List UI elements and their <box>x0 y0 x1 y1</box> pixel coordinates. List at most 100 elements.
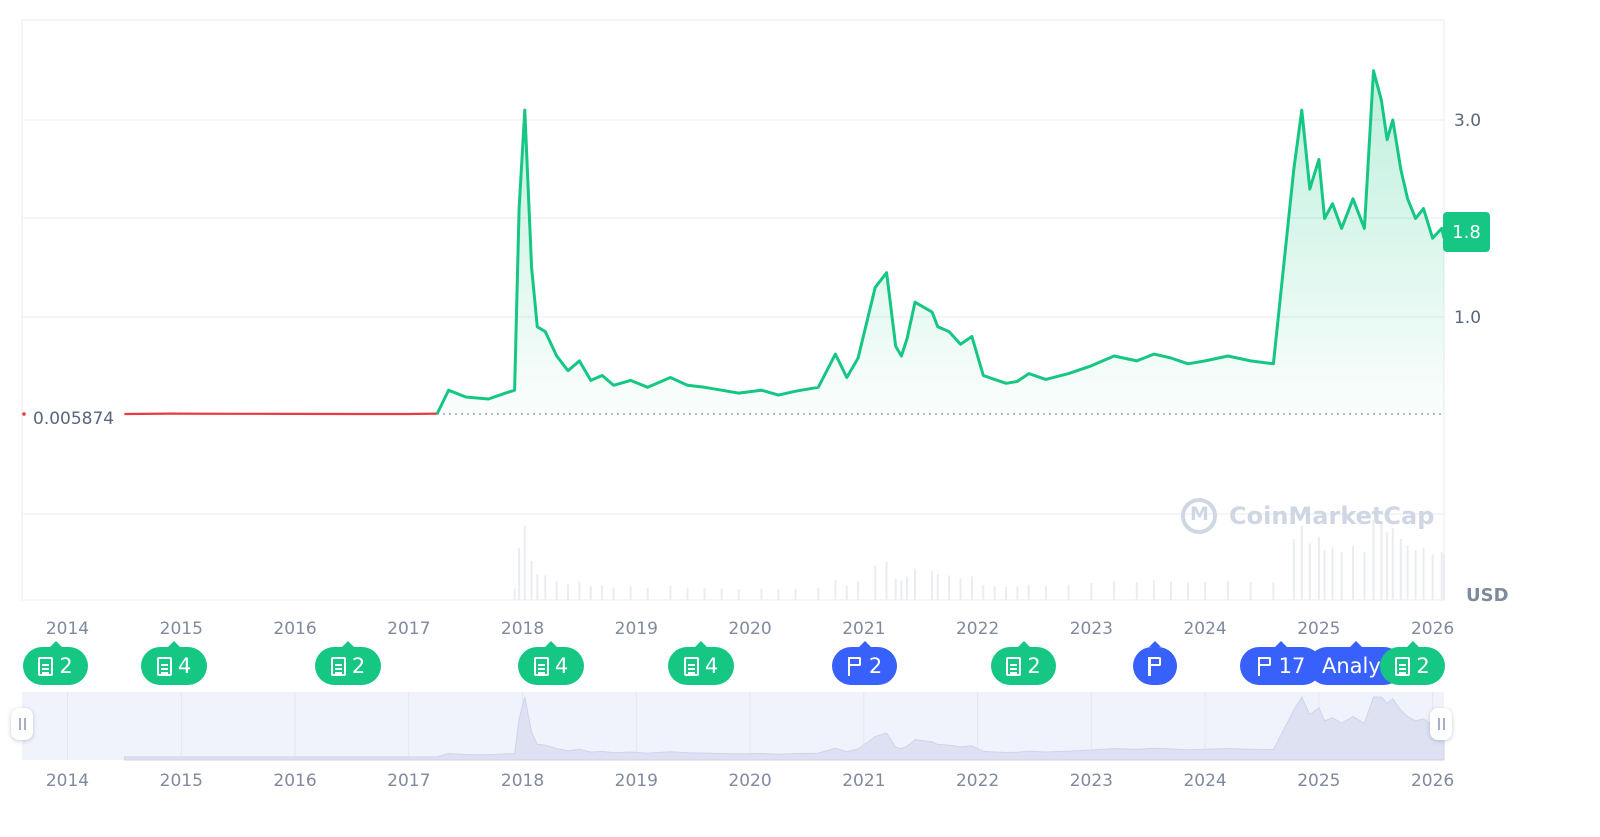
price-point <box>487 398 489 400</box>
price-point <box>351 413 353 415</box>
volume-bar <box>937 574 939 600</box>
price-point <box>1423 208 1425 210</box>
navigator-tick-label: 2021 <box>842 771 885 791</box>
price-point <box>1352 198 1354 200</box>
volume-bar <box>1028 585 1030 600</box>
price-point <box>817 386 819 388</box>
volume-bar <box>1341 552 1343 600</box>
price-point <box>1400 168 1402 170</box>
volume-bar <box>834 580 836 600</box>
volume-bar <box>914 569 916 600</box>
event-marker-news[interactable]: 4 <box>668 647 734 685</box>
price-point <box>567 370 569 372</box>
price-point <box>1415 218 1417 220</box>
navigator-tick-label: 2017 <box>387 771 430 791</box>
price-point <box>1005 382 1007 384</box>
event-marker-news[interactable]: 2 <box>991 647 1056 685</box>
volume-bar <box>1301 526 1303 600</box>
volume-bar <box>1441 552 1443 600</box>
price-point <box>1136 360 1138 362</box>
range-handle-left[interactable] <box>11 708 33 740</box>
volume-bar <box>1153 580 1155 600</box>
navigator-tick-label: 2024 <box>1183 771 1226 791</box>
doc-icon <box>1006 657 1021 676</box>
price-point <box>536 326 538 328</box>
price-point <box>704 386 706 388</box>
volume-bar <box>536 574 538 600</box>
flag-icon <box>847 656 863 676</box>
price-point <box>906 338 908 340</box>
event-count: Analy <box>1322 654 1381 678</box>
event-pointer <box>545 641 557 647</box>
x-tick-label: 2017 <box>387 619 430 639</box>
volume-bar <box>647 588 649 600</box>
price-point <box>1386 139 1388 141</box>
price-point <box>613 384 615 386</box>
price-point <box>408 413 410 415</box>
volume-bar <box>1407 546 1409 600</box>
volume-bar <box>1309 543 1311 600</box>
price-point <box>1272 363 1274 365</box>
price-point <box>760 389 762 391</box>
navigator-tick-label: 2016 <box>273 771 316 791</box>
volume-bar <box>1423 548 1425 600</box>
event-marker-news[interactable]: 4 <box>518 647 584 685</box>
price-point <box>895 345 897 347</box>
price-point <box>531 267 533 269</box>
volume-bar <box>1170 581 1172 600</box>
price-point <box>721 389 723 391</box>
event-marker-news[interactable]: 2 <box>23 647 88 685</box>
volume-bar <box>544 575 546 600</box>
price-point <box>738 392 740 394</box>
navigator-tick-label: 2014 <box>46 771 89 791</box>
price-point <box>914 301 916 303</box>
x-tick-label: 2020 <box>728 619 771 639</box>
volume-bar <box>738 589 740 600</box>
price-point <box>514 389 516 391</box>
price-point <box>1153 353 1155 355</box>
flag-icon <box>1147 656 1163 676</box>
price-point <box>857 357 859 359</box>
baseline-marker <box>22 412 26 416</box>
price-point <box>518 208 520 210</box>
volume-bar <box>1068 585 1070 600</box>
event-pointer <box>168 641 180 647</box>
x-tick-label: 2019 <box>615 619 658 639</box>
price-point <box>900 355 902 357</box>
volume-bar <box>1187 583 1189 600</box>
range-handle-right[interactable] <box>1430 708 1452 740</box>
volume-bar <box>971 576 973 600</box>
doc-icon <box>534 657 549 676</box>
price-point <box>1324 218 1326 220</box>
price-point <box>1301 109 1303 111</box>
volume-bar <box>960 578 962 600</box>
price-point <box>971 336 973 338</box>
doc-icon <box>38 657 53 676</box>
navigator-tick-label: 2023 <box>1070 771 1113 791</box>
event-pointer <box>695 641 707 647</box>
price-point <box>937 326 939 328</box>
event-marker-flag[interactable]: 17 <box>1240 647 1322 685</box>
price-point <box>1341 227 1343 229</box>
event-pointer <box>1407 641 1419 647</box>
event-marker-news[interactable]: 2 <box>315 647 381 685</box>
price-point <box>436 413 438 415</box>
price-point <box>1016 380 1018 382</box>
price-point <box>846 377 848 379</box>
event-marker-news[interactable]: 2 <box>1380 647 1445 685</box>
navigator-tick-label: 2018 <box>501 771 544 791</box>
x-tick-label: 2018 <box>501 619 544 639</box>
event-pointer <box>1275 641 1287 647</box>
volume-bar <box>895 579 897 600</box>
volume-bar <box>874 565 876 600</box>
volume-bar <box>1136 582 1138 600</box>
x-tick-label: 2022 <box>956 619 999 639</box>
event-marker-flag[interactable] <box>1133 647 1177 685</box>
event-marker-news[interactable]: 4 <box>141 647 207 685</box>
event-marker-flag[interactable]: 2 <box>832 647 897 685</box>
volume-bar <box>1272 583 1274 600</box>
x-tick-label: 2015 <box>160 619 203 639</box>
price-point <box>994 378 996 380</box>
